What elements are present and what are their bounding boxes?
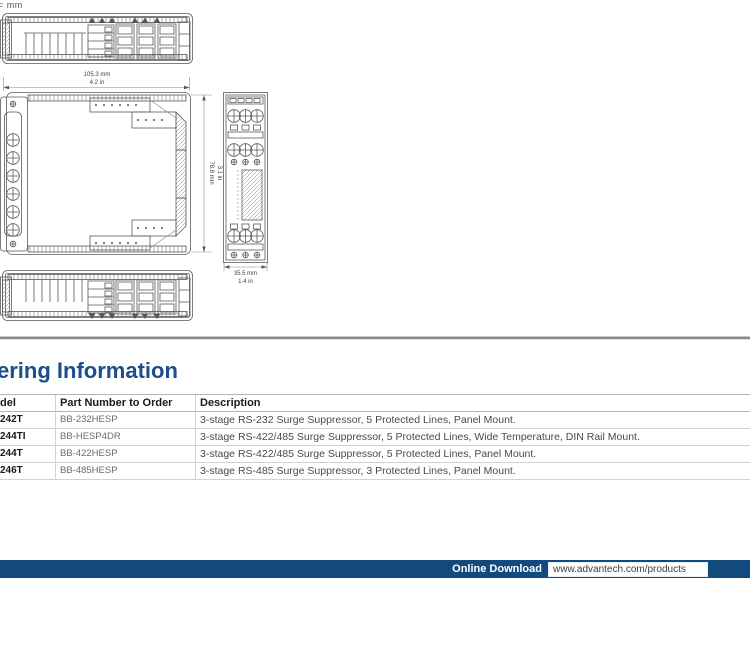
- online-download-label: Online Download: [452, 563, 542, 575]
- download-url-link[interactable]: www.advantech.com/products: [548, 561, 708, 577]
- footer-bar: Online Download www.advantech.com/produc…: [0, 560, 750, 578]
- dim-width-mm: 105.3 mm: [84, 72, 111, 78]
- dim-depth-in: 1.4 in: [238, 279, 253, 285]
- depth-dimension-lines: [223, 263, 268, 271]
- table-row-model: 242T: [0, 412, 55, 429]
- side-view-drawing: [0, 77, 212, 255]
- column-header-part-number: Part Number to Order: [55, 395, 195, 412]
- height-dimension-lines: [191, 94, 212, 253]
- ordering-table: del Part Number to Order Description 242…: [0, 394, 750, 480]
- solder-arrows-down: [88, 313, 161, 319]
- column-header-description: Description: [195, 395, 750, 412]
- width-dimension-lines: [3, 77, 190, 91]
- screw-dots: [95, 104, 163, 244]
- technical-drawings: 105.3 mm 4.2 in 78.8 mm 3.1 in 35.5 mm 1…: [0, 13, 268, 321]
- table-row-model: 244TI: [0, 429, 55, 446]
- ordering-information-title: ering Information: [0, 358, 178, 383]
- dim-depth-mm: 35.5 mm: [234, 271, 257, 277]
- table-row-description: 3-stage RS-422/485 Surge Suppressor, 5 P…: [195, 429, 750, 446]
- table-row-description: 3-stage RS-485 Surge Suppressor, 3 Prote…: [195, 463, 750, 480]
- table-row-part-number: BB-HESP4DR: [55, 429, 195, 446]
- column-header-model: del: [0, 395, 55, 412]
- table-row-part-number: BB-485HESP: [55, 463, 195, 480]
- dim-width-in: 4.2 in: [90, 80, 105, 86]
- table-row-model: 244T: [0, 446, 55, 463]
- units-label: = mm: [0, 0, 23, 10]
- table-row-model: 246T: [0, 463, 55, 480]
- bottom-view-drawing: [0, 270, 193, 321]
- solder-arrows-up: [88, 17, 161, 23]
- table-row-description: 3-stage RS-422/485 Surge Suppressor, 5 P…: [195, 446, 750, 463]
- table-row-description: 3-stage RS-232 Surge Suppressor, 5 Prote…: [195, 412, 750, 429]
- dim-height-in: 3.1 in: [216, 166, 222, 181]
- table-row-part-number: BB-232HESP: [55, 412, 195, 429]
- dim-height-mm: 78.8 mm: [208, 161, 214, 184]
- front-view-drawing: [223, 92, 268, 271]
- top-view-drawing: [0, 13, 193, 64]
- table-row-part-number: BB-422HESP: [55, 446, 195, 463]
- section-divider: [0, 336, 750, 340]
